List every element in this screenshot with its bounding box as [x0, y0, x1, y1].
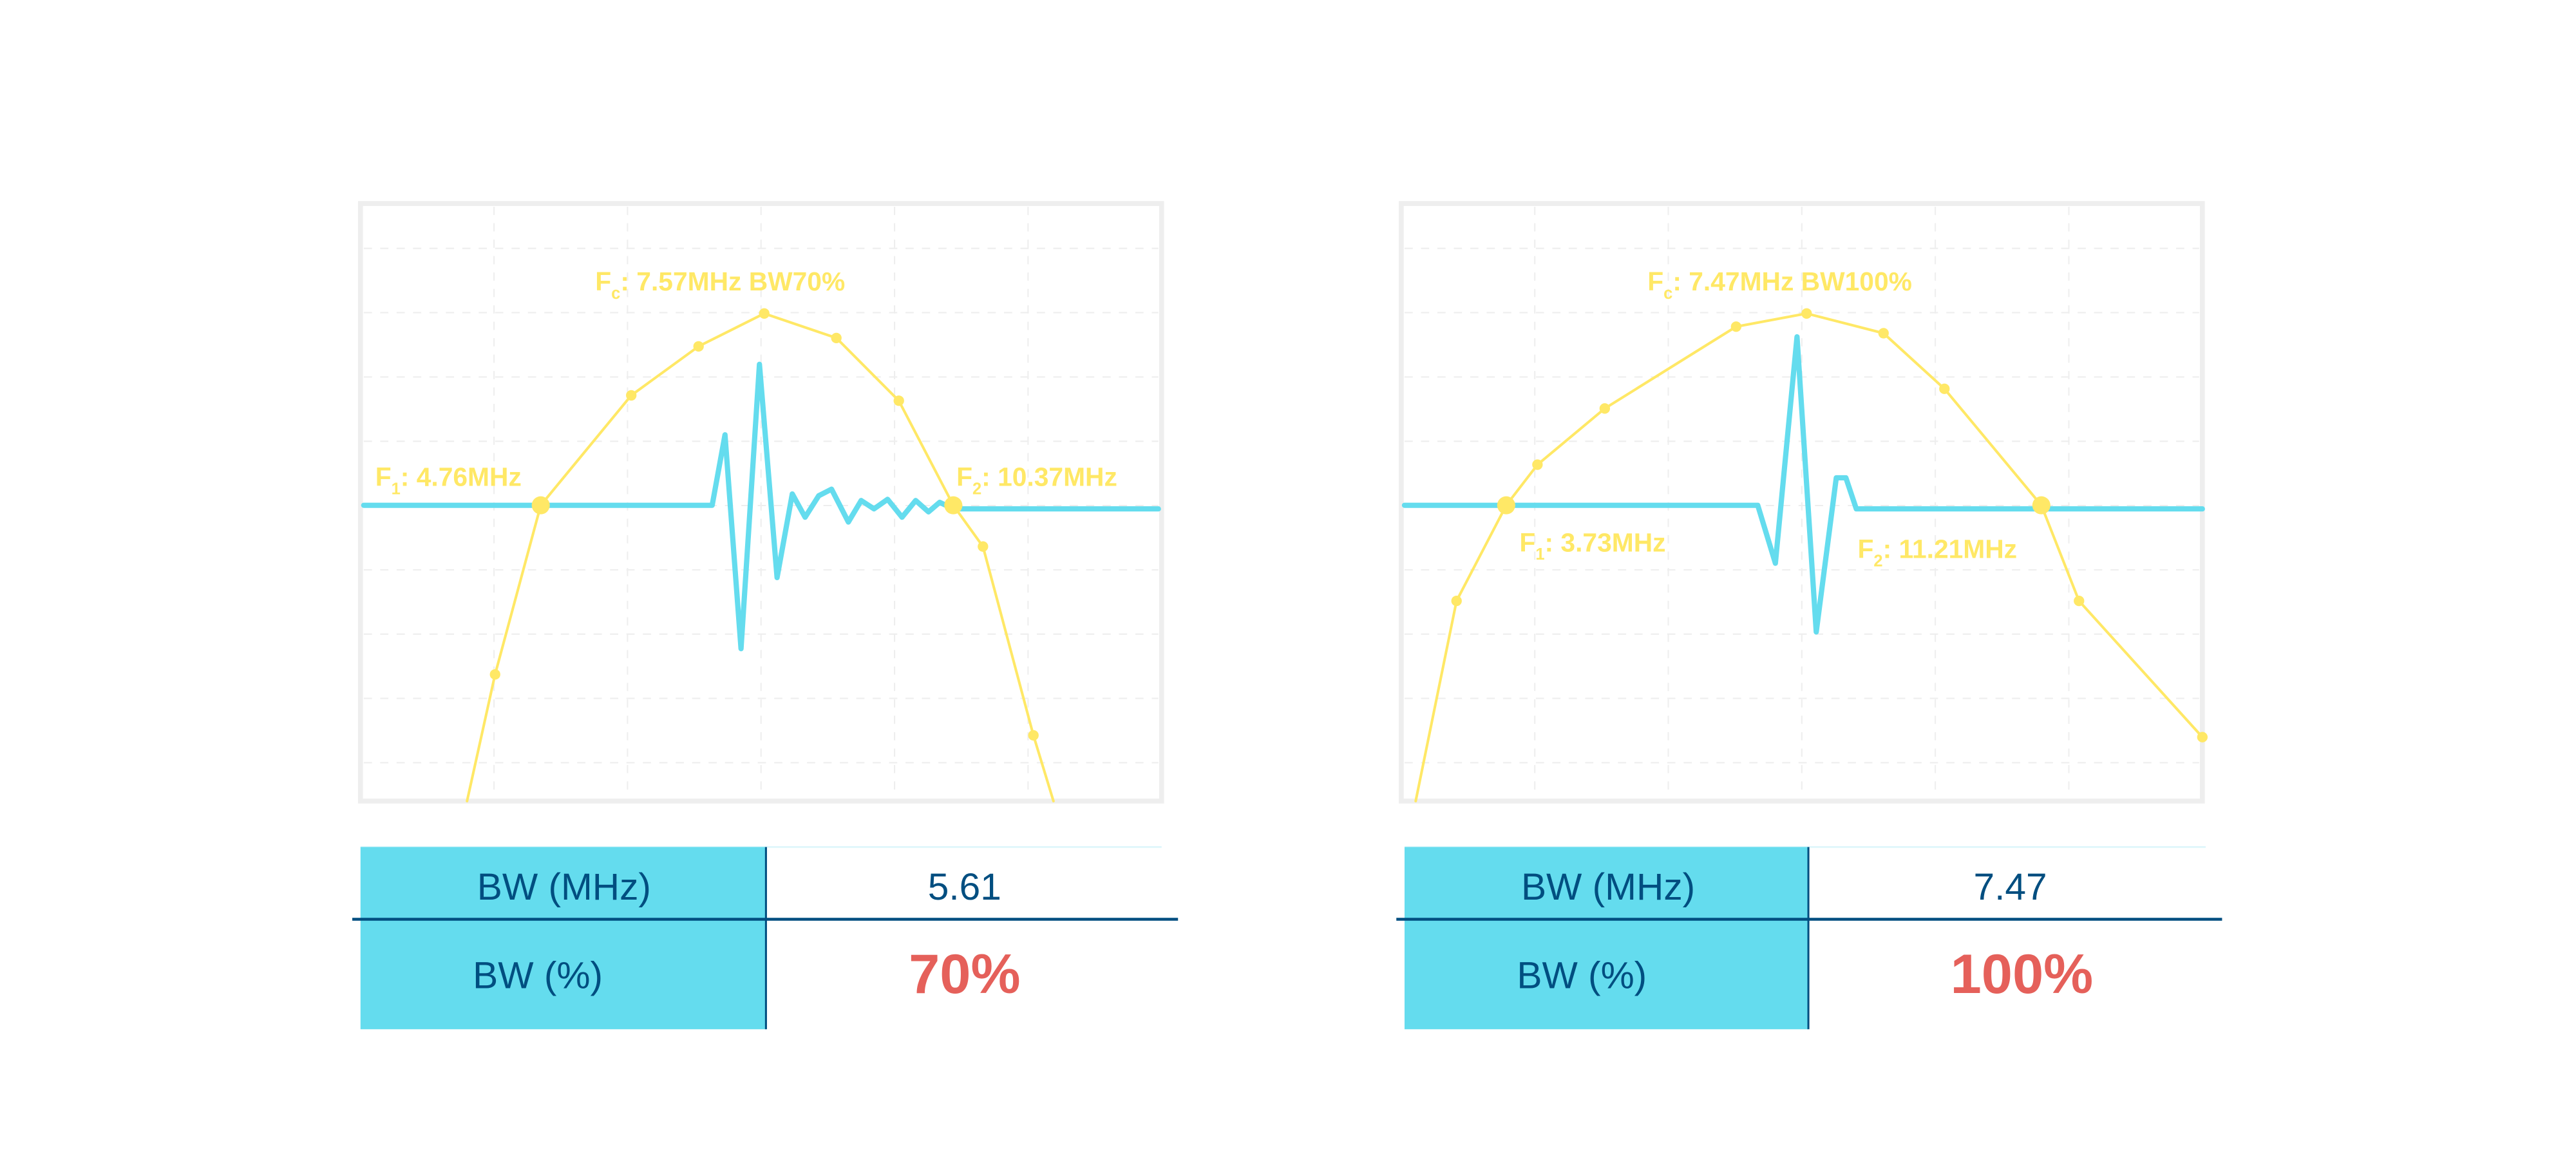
f1-label: F1: 4.76MHz — [375, 462, 522, 498]
response-point — [831, 332, 842, 344]
band-edge-point — [1497, 496, 1515, 515]
response-point — [893, 395, 904, 406]
table-left: BW (MHz) 5.61 BW (%) 70% — [352, 846, 1179, 1030]
band-edge-point — [531, 496, 550, 515]
row-label-bw-percent: BW (%) — [473, 955, 603, 997]
row-value-bw-percent: 100% — [1951, 943, 2094, 1005]
fc-label: Fc: 7.47MHz BW100% — [1647, 267, 1912, 303]
f2-label: F2: 10.37MHz — [956, 462, 1117, 498]
frequency-response-line — [466, 312, 1055, 802]
response-point — [693, 341, 704, 352]
f1-label: F1: 3.73MHz — [1519, 527, 1665, 563]
response-point — [1878, 328, 1889, 339]
fc-label: Fc: 7.57MHz BW70% — [595, 267, 845, 303]
header-cell-column — [1404, 847, 1809, 1030]
band-edge-point — [944, 496, 963, 515]
response-point — [1028, 730, 1039, 741]
response-point — [1532, 459, 1543, 470]
response-point — [1801, 308, 1812, 319]
row-value-bw-percent: 70% — [909, 943, 1020, 1005]
response-point — [1939, 383, 1950, 394]
series-group — [361, 308, 1161, 802]
row-label-bw-mhz: BW (MHz) — [477, 866, 651, 908]
row-label-bw-mhz: BW (MHz) — [1521, 866, 1695, 908]
band-edge-point — [2032, 496, 2050, 515]
response-point — [978, 541, 989, 552]
chart-right: Fc: 7.47MHz BW100% F1: 3.73MHz F2: 11.21… — [1399, 201, 2208, 804]
frequency-response-line — [1414, 312, 2204, 802]
row-label-bw-percent: BW (%) — [1517, 955, 1647, 997]
row-value-bw-mhz: 7.47 — [1974, 866, 2047, 908]
response-point — [1599, 403, 1611, 414]
series-group — [1401, 308, 2208, 802]
response-point — [2074, 595, 2085, 607]
response-point — [1730, 321, 1742, 332]
chart-left: Fc: 7.57MHz BW70% F1: 4.76MHz F2: 10.37M… — [357, 201, 1164, 804]
response-point — [626, 390, 637, 401]
response-point — [759, 308, 770, 319]
response-point — [489, 669, 500, 680]
f2-label: F2: 11.21MHz — [1858, 534, 2018, 571]
response-point — [2197, 732, 2208, 743]
pulse-waveform-line — [1401, 334, 2205, 635]
response-point — [1451, 595, 1462, 607]
grid — [1404, 207, 2199, 798]
row-value-bw-mhz: 5.61 — [928, 866, 1001, 908]
table-right: BW (MHz) 7.47 BW (%) 100% — [1396, 846, 2222, 1030]
header-cell-column — [360, 847, 766, 1030]
pulse-waveform-line — [361, 361, 1161, 652]
